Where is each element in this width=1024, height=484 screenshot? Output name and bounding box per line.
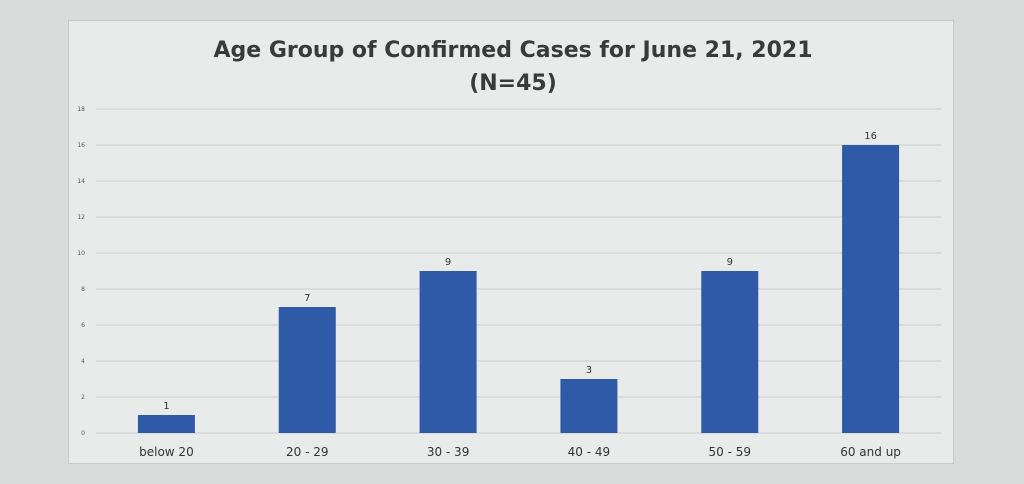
y-tick-label: 0 (81, 430, 85, 437)
x-tick-label: 30 - 39 (427, 445, 470, 459)
data-labels: 1 7 9 3 9 16 (163, 131, 877, 412)
data-label: 3 (586, 365, 592, 376)
bars (137, 145, 900, 433)
y-tick-label: 10 (77, 250, 85, 257)
x-tick-label: below 20 (139, 445, 194, 459)
bar (560, 379, 618, 433)
y-tick-label: 14 (77, 178, 85, 185)
bar (419, 271, 477, 433)
y-tick-label: 8 (81, 286, 85, 293)
y-tick-label: 2 (81, 394, 85, 401)
data-label: 9 (445, 257, 451, 268)
x-tick-label: 50 - 59 (709, 445, 752, 459)
y-tick-label: 16 (77, 142, 85, 149)
y-tick-label: 12 (77, 214, 85, 221)
chart-frame: Age Group of Confirmed Cases for June 21… (68, 20, 954, 464)
bar (278, 307, 336, 433)
data-label: 7 (304, 293, 310, 304)
x-tick-label: 40 - 49 (568, 445, 611, 459)
data-label: 16 (864, 131, 877, 142)
data-label: 9 (727, 257, 733, 268)
y-tick-label: 18 (77, 106, 85, 113)
gridlines (96, 108, 941, 434)
x-tick-label: 60 and up (840, 445, 901, 459)
y-axis-ticks: 0 2 4 6 8 10 12 14 16 18 (77, 106, 85, 437)
chart-title: Age Group of Confirmed Cases for June 21… (213, 38, 812, 63)
bar (137, 415, 195, 433)
chart-subtitle: (N=45) (469, 71, 557, 96)
bar (701, 271, 759, 433)
x-axis-ticks: below 20 20 - 29 30 - 39 40 - 49 50 - 59 60 a… (139, 445, 901, 459)
x-tick-label: 20 - 29 (286, 445, 329, 459)
bar (842, 145, 900, 433)
y-tick-label: 4 (81, 358, 85, 365)
data-label: 1 (163, 401, 169, 412)
y-tick-label: 6 (81, 322, 85, 329)
